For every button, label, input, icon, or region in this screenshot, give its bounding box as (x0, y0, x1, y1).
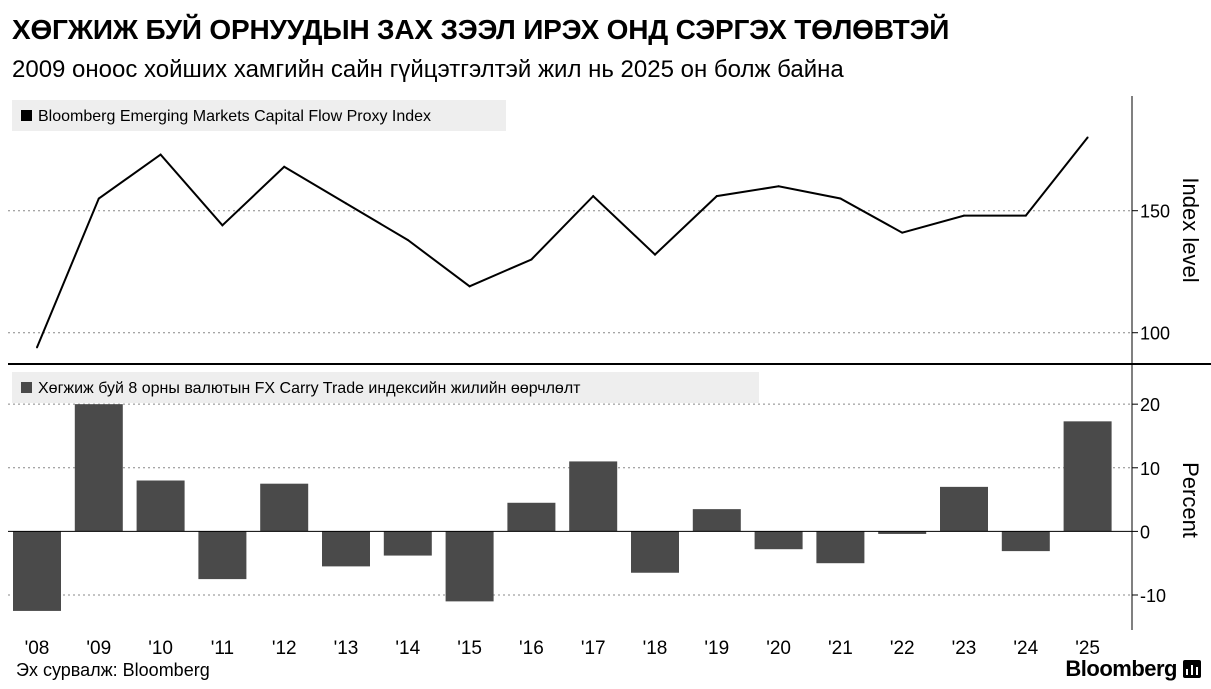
top-legend-swatch (21, 110, 32, 121)
top-panel-y-axis-label: Index level (1178, 177, 1203, 282)
top-legend-box (12, 100, 506, 131)
fx-carry-bar-'24 (1001, 531, 1050, 552)
top-panel-y-ticks: 100 150 (1132, 202, 1170, 344)
index-point-'09 (97, 197, 100, 200)
index-point-'21 (839, 197, 842, 200)
index-point-'14 (406, 238, 409, 241)
x-tick-label: '22 (890, 638, 915, 659)
x-tick-label: '14 (395, 638, 420, 659)
index-point-'22 (901, 231, 904, 234)
x-tick-label: '19 (704, 638, 729, 659)
index-point-'16 (530, 258, 533, 261)
chart-title: ХӨГЖИЖ БУЙ ОРНУУДЫН ЗАХ ЗЭЭЛ ИРЭХ ОНД СЭ… (12, 14, 950, 45)
fx-carry-bar-'09 (74, 404, 123, 532)
x-tick-label: '16 (519, 638, 544, 659)
x-tick-label: '12 (272, 638, 297, 659)
capital-flow-index-line (36, 136, 1089, 348)
capital-flow-index-points (36, 136, 1089, 349)
x-tick-label: '13 (334, 638, 359, 659)
x-tick-label: '09 (86, 638, 111, 659)
x-tick-label: '17 (581, 638, 606, 659)
bottom-panel-y-ticks: -10 0 10 20 (1132, 395, 1166, 606)
top-legend-label: Bloomberg Emerging Markets Capital Flow … (38, 108, 431, 125)
fx-carry-bar-'17 (569, 461, 618, 532)
x-tick-label: '21 (828, 638, 853, 659)
index-point-'23 (963, 214, 965, 217)
x-tick-label: '10 (148, 638, 173, 659)
index-point-'25 (1086, 136, 1089, 139)
x-axis-tick-labels: '08 '09 '10 '11 '12 '13 '14 '15 '16 '17 '18 '19 '20 '… (25, 638, 1100, 659)
x-tick-label: '18 (643, 638, 668, 659)
fx-carry-bar-'20 (754, 531, 803, 550)
x-tick-label: '20 (766, 638, 791, 659)
index-point-'15 (468, 285, 471, 288)
x-tick-label: '25 (1075, 638, 1100, 659)
bottom-legend-swatch (21, 382, 32, 393)
fx-carry-bar-'25 (1063, 421, 1112, 532)
index-point-'13 (345, 202, 347, 205)
fx-carry-bar-'19 (692, 509, 741, 532)
fx-carry-trade-bars (13, 404, 1112, 611)
brand-logo: Bloomberg (1065, 656, 1201, 682)
index-point-'18 (654, 253, 656, 256)
x-tick-label: '08 (25, 638, 50, 659)
top-panel-gridlines (8, 210, 1132, 334)
x-tick-label: '24 (1013, 638, 1038, 659)
bottom-y-tick-label: -10 (1140, 586, 1166, 606)
fx-carry-bar-'11 (198, 531, 247, 580)
index-point-'24 (1024, 214, 1027, 217)
index-point-'17 (592, 195, 595, 198)
fx-carry-bar-'15 (445, 531, 494, 602)
index-point-'08 (36, 346, 38, 349)
index-point-'19 (715, 195, 718, 198)
fx-carry-bar-'12 (260, 483, 309, 532)
source-note: Эх сурвалж: Bloomberg (16, 660, 210, 680)
x-tick-label: '15 (457, 638, 482, 659)
fx-carry-bar-'21 (816, 531, 865, 564)
capital-flow-index-panel: 100 150 Index level Bloomberg Emerging Ma… (8, 100, 1203, 349)
chart-subtitle: 2009 оноос хойших хамгийн сайн гүйцэтгэл… (12, 56, 844, 83)
index-point-'11 (221, 224, 224, 227)
bottom-y-tick-label: 0 (1140, 522, 1150, 542)
fx-carry-bar-'23 (940, 486, 988, 532)
x-tick-label: '11 (211, 638, 234, 659)
bloomberg-chart-icon (1183, 660, 1201, 678)
bottom-legend-label: Хөгжиж буй 8 орны валютын FX Carry Trade… (38, 380, 581, 397)
top-y-tick-label: 150 (1140, 202, 1170, 222)
fx-carry-bar-'16 (507, 502, 556, 532)
fx-carry-trade-panel: -10 0 10 20 Percent Хөгжиж буй 8 орны валют… (8, 372, 1203, 611)
index-point-'10 (159, 153, 162, 156)
top-y-tick-label: 100 (1140, 324, 1170, 344)
bottom-y-tick-label: 20 (1140, 395, 1160, 415)
bottom-legend-box (12, 372, 759, 403)
x-tick-label: '23 (952, 638, 977, 659)
fx-carry-bar-'13 (322, 531, 370, 567)
fx-carry-bar-'10 (136, 480, 185, 532)
fx-carry-bar-'18 (631, 531, 679, 573)
bottom-y-tick-label: 10 (1140, 459, 1160, 479)
fx-carry-bar-'14 (383, 531, 432, 556)
brand-name: Bloomberg (1065, 656, 1177, 681)
index-point-'20 (777, 185, 780, 188)
fx-carry-bar-'08 (13, 531, 61, 611)
bottom-panel-y-axis-label: Percent (1178, 462, 1203, 538)
index-point-'12 (283, 165, 286, 168)
fx-carry-bar-'22 (878, 531, 927, 534)
